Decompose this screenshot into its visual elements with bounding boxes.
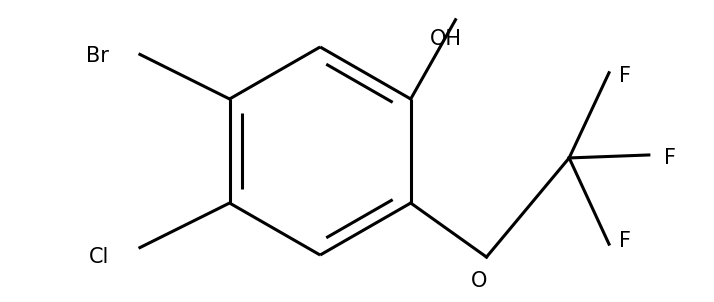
Text: Br: Br bbox=[86, 46, 109, 66]
Text: OH: OH bbox=[430, 29, 462, 49]
Text: F: F bbox=[664, 148, 676, 168]
Text: F: F bbox=[619, 66, 631, 86]
Text: O: O bbox=[471, 271, 488, 291]
Text: F: F bbox=[619, 231, 631, 251]
Text: Cl: Cl bbox=[89, 247, 109, 267]
